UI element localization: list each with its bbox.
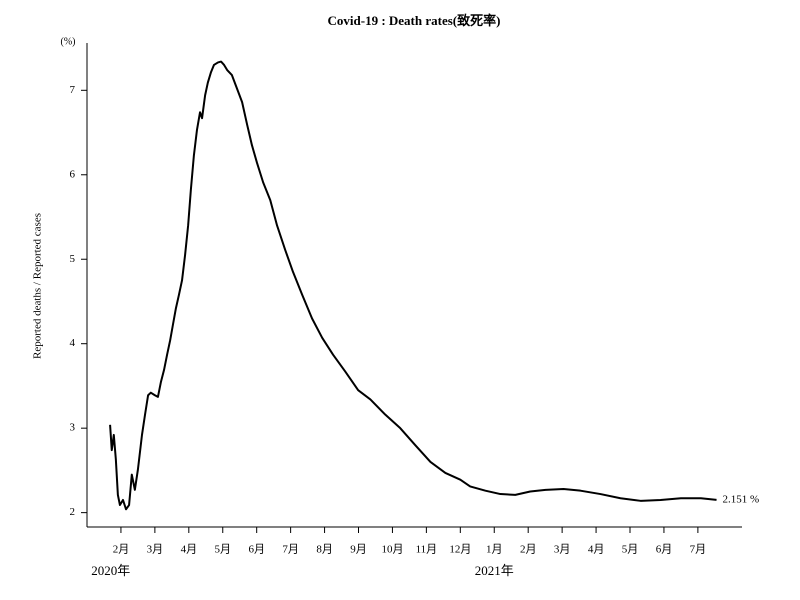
- x-tick-label: 6月: [656, 544, 673, 556]
- x-tick-label: 1月: [486, 544, 503, 556]
- x-tick-label: 12月: [449, 544, 471, 556]
- x-tick-label: 10月: [381, 544, 403, 556]
- y-tick-label: 7: [70, 84, 76, 96]
- x-tick-label: 6月: [248, 544, 265, 556]
- x-tick-label: 8月: [316, 544, 333, 556]
- year-label: 2020年: [91, 563, 130, 578]
- x-tick-label: 7月: [282, 544, 299, 556]
- x-tick-label: 7月: [690, 544, 707, 556]
- y-tick-label: 4: [70, 337, 76, 349]
- x-tick-label: 9月: [350, 544, 367, 556]
- x-tick-label: 5月: [622, 544, 639, 556]
- line-series: [109, 60, 717, 511]
- chart-title: Covid-19 : Death rates(致死率): [328, 13, 501, 28]
- y-tick-label: 2: [70, 506, 76, 518]
- x-tick-label: 3月: [147, 544, 164, 556]
- x-tick-label: 11月: [416, 544, 438, 556]
- year-label: 2021年: [475, 563, 514, 578]
- y-tick-label: 6: [70, 168, 76, 180]
- x-tick-label: 4月: [588, 544, 605, 556]
- x-tick-label: 4月: [181, 544, 198, 556]
- y-tick-label: 3: [70, 422, 76, 434]
- x-tick-label: 2月: [113, 544, 130, 556]
- end-annotation: 2.151 %: [723, 493, 760, 505]
- y-unit: (%): [61, 36, 76, 47]
- y-axis-title: Reported deaths / Reported cases: [32, 213, 44, 359]
- y-tick-label: 5: [70, 253, 76, 265]
- x-tick-label: 2月: [520, 544, 537, 556]
- x-tick-label: 5月: [215, 544, 232, 556]
- x-tick-label: 3月: [554, 544, 571, 556]
